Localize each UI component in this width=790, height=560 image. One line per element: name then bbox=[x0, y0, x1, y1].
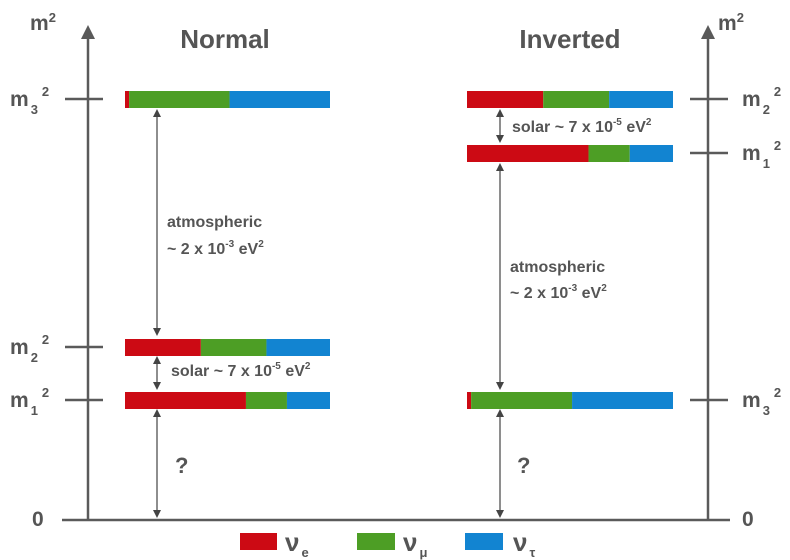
bar-normal-m3-nu-tau-segment bbox=[229, 91, 330, 108]
legend-swatch-nu-tau bbox=[465, 533, 503, 550]
bar-inverted-m3 bbox=[467, 392, 673, 409]
label-inverted-m3: m 32 bbox=[742, 385, 781, 418]
label-normal-m1: m 12 bbox=[10, 385, 49, 418]
bar-normal-m3 bbox=[125, 91, 330, 108]
right-zero-label: 0 bbox=[742, 508, 754, 531]
bar-inverted-m2-nu-e-segment bbox=[467, 91, 544, 108]
legend-swatch-nu-e bbox=[240, 533, 277, 550]
normal-title: Normal bbox=[180, 24, 270, 54]
normal-unknown-label: ? bbox=[175, 453, 188, 478]
bar-normal-m2 bbox=[125, 339, 330, 356]
bar-normal-m1-nu-e-segment bbox=[125, 392, 246, 409]
bar-normal-m3-nu-e-segment bbox=[125, 91, 130, 108]
left-zero-label: 0 bbox=[32, 508, 44, 531]
bar-normal-m1-nu-tau-segment bbox=[286, 392, 330, 409]
inverted-unknown-label: ? bbox=[517, 453, 530, 478]
right-axis-title: m2 bbox=[718, 10, 744, 35]
label-normal-m3: m 32 bbox=[10, 84, 49, 117]
bar-normal-m2-nu-mu-segment bbox=[200, 339, 267, 356]
bar-normal-m2-nu-tau-segment bbox=[266, 339, 330, 356]
bar-normal-m1-nu-mu-segment bbox=[245, 392, 287, 409]
bar-inverted-m2-nu-tau-segment bbox=[609, 91, 673, 108]
bar-inverted-m1-nu-tau-segment bbox=[629, 145, 673, 162]
bar-normal-m3-nu-mu-segment bbox=[129, 91, 230, 108]
bar-inverted-m3-nu-tau-segment bbox=[572, 392, 673, 409]
label-inverted-m1: m 12 bbox=[742, 138, 781, 171]
bar-inverted-m3-nu-e-segment bbox=[467, 392, 472, 409]
bar-inverted-m1-nu-mu-segment bbox=[588, 145, 630, 162]
inverted-solar-label: solar ~ 7 x 10-5 eV2 bbox=[512, 117, 652, 136]
bar-normal-m2-nu-e-segment bbox=[125, 339, 201, 356]
bar-inverted-m2-nu-mu-segment bbox=[543, 91, 610, 108]
legend-swatch-nu-mu bbox=[357, 533, 395, 550]
normal-atmospheric-line2: ~ 2 x 10-3 eV2 bbox=[167, 239, 264, 258]
normal-solar-label: solar ~ 7 x 10-5 eV2 bbox=[171, 361, 311, 380]
left-axis-title: m2 bbox=[30, 10, 56, 35]
bar-normal-m1 bbox=[125, 392, 330, 409]
label-normal-m2: m 22 bbox=[10, 332, 49, 365]
label-inverted-m2: m 22 bbox=[742, 84, 781, 117]
normal-atmospheric-line1: atmospheric bbox=[167, 214, 262, 231]
inverted-atmospheric-line2: ~ 2 x 10-3 eV2 bbox=[510, 283, 607, 302]
bar-inverted-m2 bbox=[467, 91, 673, 108]
bar-inverted-m1 bbox=[467, 145, 673, 162]
inverted-atmospheric-line1: atmospheric bbox=[510, 259, 605, 276]
bar-inverted-m1-nu-e-segment bbox=[467, 145, 589, 162]
bar-inverted-m3-nu-mu-segment bbox=[471, 392, 573, 409]
inverted-title: Inverted bbox=[519, 24, 620, 54]
